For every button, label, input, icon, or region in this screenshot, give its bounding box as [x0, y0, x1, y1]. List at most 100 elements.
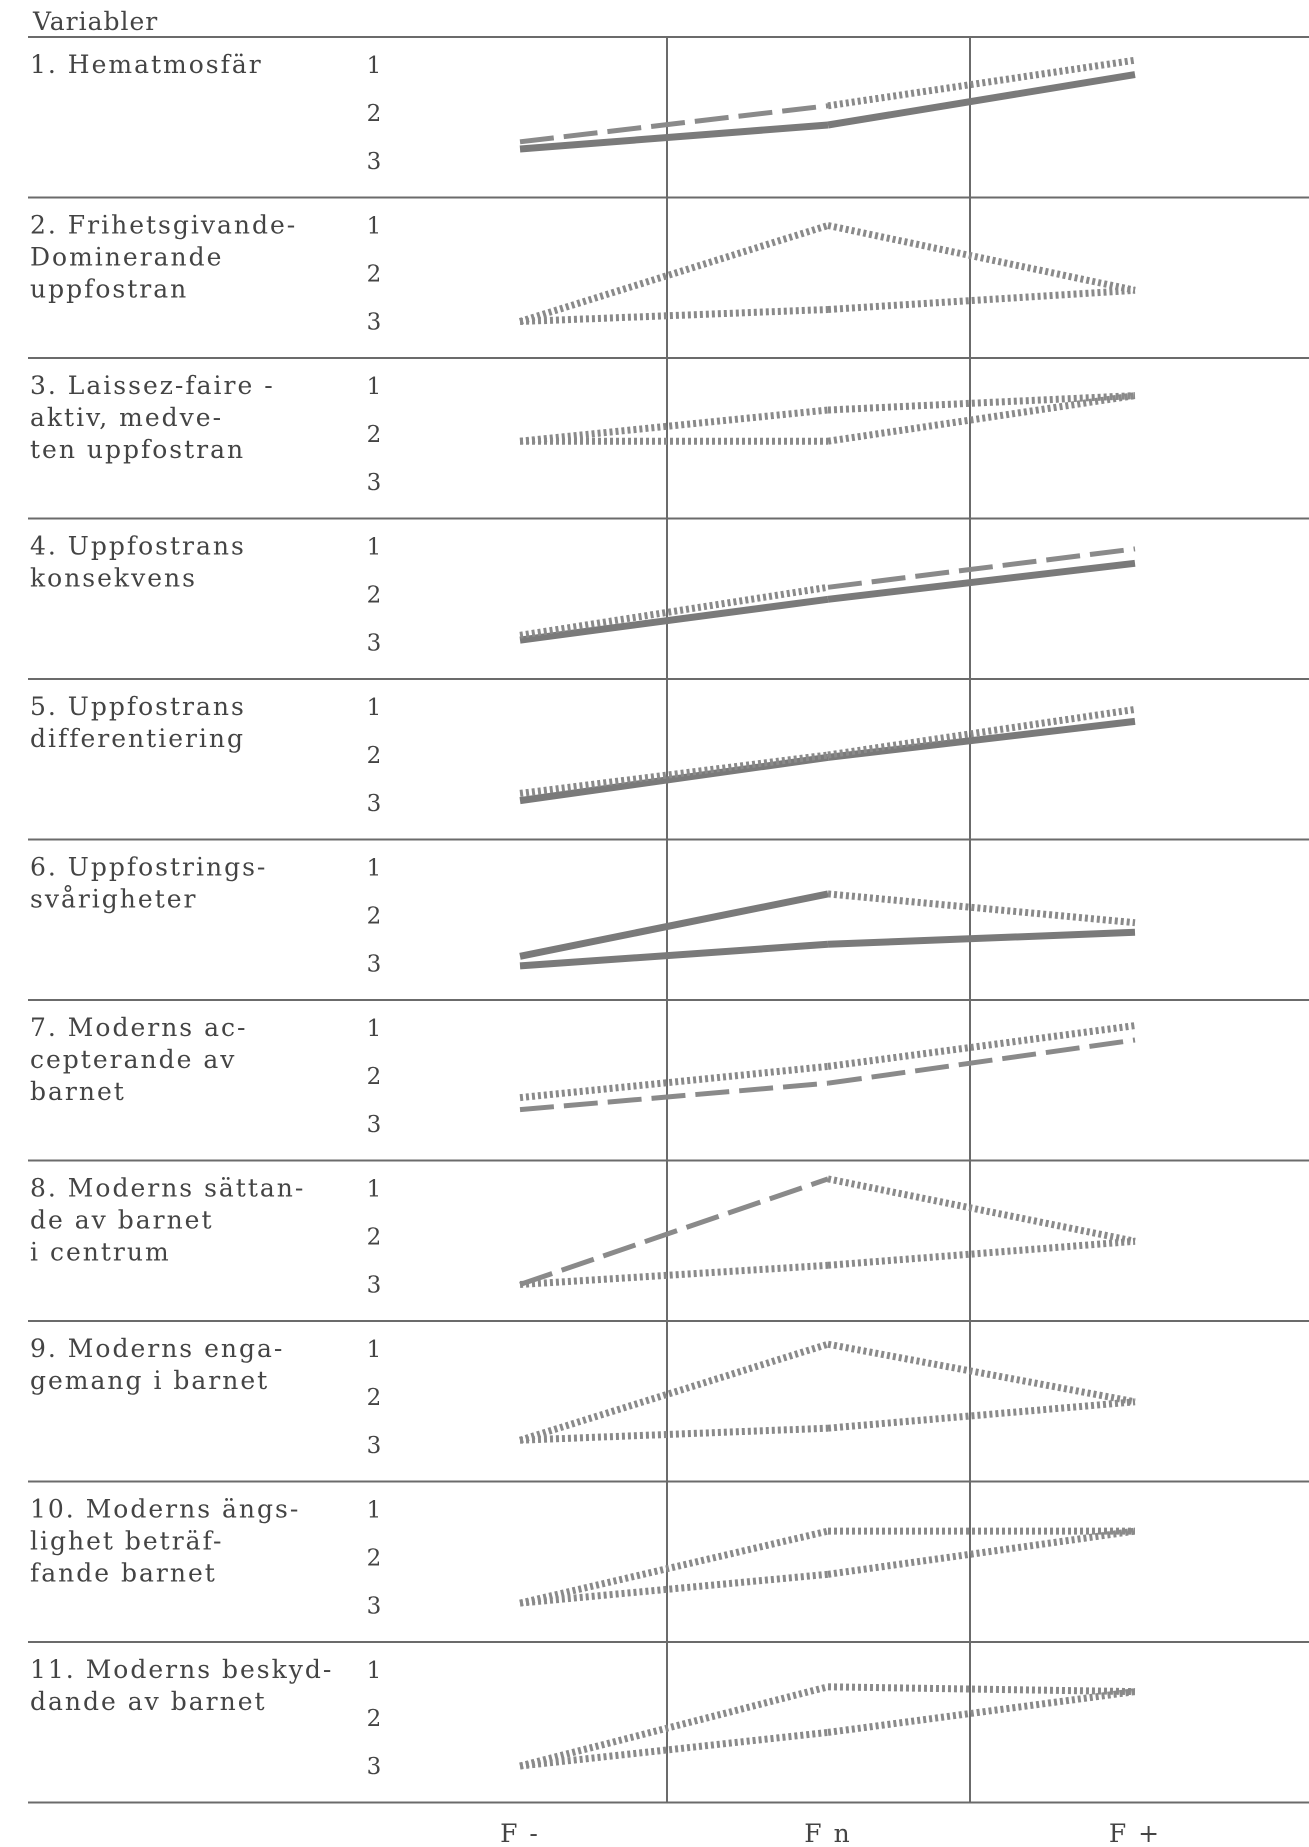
level-number: 1 [367, 53, 382, 79]
profile-line-segment [827, 928, 1136, 948]
level-number: 3 [367, 470, 382, 496]
variable-row: 5. Uppfostrans differentiering 1 2 3 [30, 692, 1136, 817]
level-number: 1 [367, 1337, 382, 1363]
profile-line-segment [827, 546, 1136, 590]
profile-line-segment [827, 392, 1136, 445]
level-number: 2 [367, 262, 382, 288]
profile-line-segment [519, 1176, 829, 1287]
profile-line-segment [519, 1728, 829, 1770]
level-number: 1 [367, 214, 382, 240]
profile-line-segment [519, 306, 829, 325]
profile-line-segment [827, 1037, 1136, 1086]
header-variabler: Variabler [32, 7, 158, 36]
profile-line-segment [519, 1080, 829, 1113]
profile-line-segment [519, 1527, 829, 1607]
level-number: 3 [367, 1594, 382, 1620]
profile-line-segment [827, 705, 1136, 759]
profile-line-segment [519, 940, 829, 970]
variable-row: 9. Moderns enga-gemang i barnet 1 2 3 [30, 1334, 1136, 1459]
level-number: 1 [367, 1498, 382, 1524]
variable-row: 7. Moderns ac-cepterande av barnet 1 2 3 [30, 1013, 1136, 1138]
profile-line-segment [519, 1570, 829, 1607]
variable-label: 7. Moderns ac- [30, 1013, 247, 1042]
level-number: 2 [367, 583, 382, 609]
variable-label: 2. Frihetsgivande- [30, 211, 297, 240]
variable-label: svårigheter [30, 885, 198, 914]
variable-label: i centrum [30, 1238, 171, 1267]
variable-row: 3. Laissez-faire - aktiv, medve-ten uppfo… [30, 371, 1136, 496]
level-number: 2 [367, 1385, 382, 1411]
variable-label: 5. Uppfostrans [30, 692, 246, 721]
profile-line-segment [827, 1175, 1136, 1245]
variable-label: konsekvens [30, 564, 197, 593]
level-number: 1 [367, 856, 382, 882]
variable-label: 1. Hematmosfär [30, 50, 263, 79]
level-number: 2 [367, 1706, 382, 1732]
variable-rows: 1. Hematmosfär 1 2 3 2. Frihetsgivande- Domin… [30, 50, 1136, 1780]
variable-label: de av barnet [30, 1206, 214, 1235]
variable-label: 4. Uppfostrans [30, 532, 246, 561]
variable-label: dande av barnet [30, 1687, 267, 1716]
level-number: 3 [367, 1433, 382, 1459]
diagram-frame [28, 36, 1309, 1804]
profile-line-segment [827, 559, 1136, 603]
level-number: 1 [367, 1177, 382, 1203]
variable-row: 2. Frihetsgivande- Dominerande uppfostran 1… [30, 211, 1136, 336]
profile-line-segment [519, 890, 829, 960]
profile-line-segment [827, 717, 1136, 761]
profile-line-segment [827, 286, 1136, 313]
level-number: 3 [367, 1754, 382, 1780]
level-number: 2 [367, 743, 382, 769]
level-number: 2 [367, 1064, 382, 1090]
profile-line-segment [519, 583, 829, 639]
variable-label: lighet beträf- [30, 1527, 223, 1556]
x-axis-label: F + [1109, 1819, 1161, 1847]
profile-line-segment [827, 890, 1136, 927]
profile-line-segment [519, 751, 829, 797]
level-number: 3 [367, 310, 382, 336]
profile-line-segment [519, 595, 829, 644]
level-number: 2 [367, 101, 382, 127]
x-axis-label: F n [804, 1819, 851, 1847]
profile-line-segment [827, 1340, 1136, 1406]
profile-line-segment [827, 392, 1136, 414]
profile-line-segment [518, 1340, 830, 1444]
profile-line-segment [519, 121, 829, 153]
profile-line-segment [519, 1062, 829, 1102]
level-number: 2 [367, 904, 382, 930]
variable-label: barnet [30, 1077, 126, 1106]
level-number: 3 [367, 1273, 382, 1299]
variable-row: 8. Moderns sättan-de av barnet i centrum 1… [30, 1174, 1136, 1299]
profile-line-segment [519, 103, 829, 145]
variable-label: 10. Moderns ängs- [30, 1495, 300, 1524]
variable-row: 1. Hematmosfär 1 2 3 [30, 50, 1136, 175]
profile-line-segment [827, 1527, 1136, 1578]
profile-line-segment [827, 1688, 1136, 1736]
variable-label: Dominerande [30, 243, 223, 272]
level-number: 3 [367, 1112, 382, 1138]
level-number: 1 [367, 374, 382, 400]
profile-line-segment [827, 1022, 1136, 1070]
variable-row: 4. Uppfostrans konsekvens 1 2 3 [30, 532, 1136, 657]
variable-label: 8. Moderns sättan- [30, 1174, 305, 1203]
variable-label: gemang i barnet [30, 1366, 269, 1395]
level-number: 1 [367, 1016, 382, 1042]
level-number: 1 [367, 695, 382, 721]
level-number: 2 [367, 422, 382, 448]
profile-line-segment [519, 406, 829, 445]
profile-line-segment [827, 222, 1136, 294]
variable-label: 9. Moderns enga- [30, 1334, 284, 1363]
profile-line-segment [827, 1237, 1136, 1269]
level-number: 1 [367, 1658, 382, 1684]
profile-line-segment [827, 1683, 1136, 1696]
profile-line-segment [519, 1683, 829, 1770]
level-number: 2 [367, 1225, 382, 1251]
profile-line-segment [519, 1424, 829, 1444]
profile-line-segment [519, 753, 829, 805]
variable-label: uppfostran [30, 275, 188, 304]
variable-label: 11. Moderns beskyd- [30, 1655, 333, 1684]
level-number: 3 [367, 952, 382, 978]
variable-row: 10. Moderns ängs-lighet beträf-fande bar… [30, 1495, 1136, 1620]
level-number: 3 [367, 631, 382, 657]
